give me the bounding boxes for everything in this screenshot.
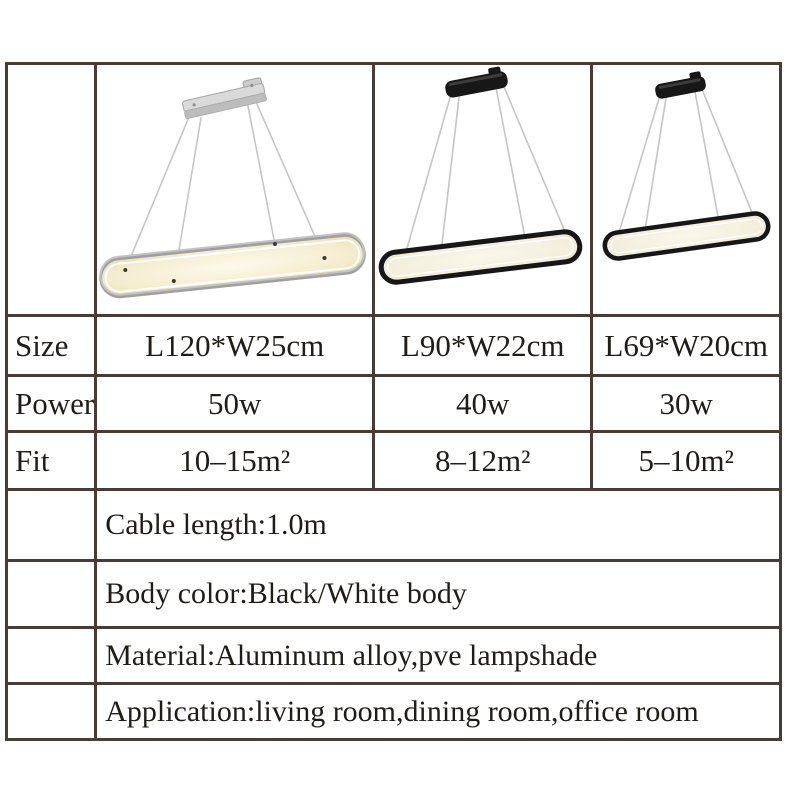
spec-value-fit-1: 10–15m² [94,430,376,491]
pendant-lamp-image-black-l90 [378,66,583,285]
ceiling-canopy [655,71,707,99]
pendant-lamp-image-white-l120 [99,77,367,299]
detail-cable-length: Cable length:1.0m [94,488,783,562]
ceiling-canopy [445,66,509,98]
spec-label-size: Size [4,314,98,377]
detail-material: Material:Aluminum alloy,pve lampshade [94,626,783,685]
spec-value-size-2: L90*W22cm [372,314,594,377]
spec-row-power: Power 50w 40w 30w [4,374,783,433]
oval-ring-light [378,229,583,285]
detail-empty-cell [4,488,98,562]
image-row-empty-cell [4,62,98,317]
spec-row-fit: Fit 10–15m² 8–12m² 5–10m² [4,430,783,491]
spec-label-power: Power [4,374,98,433]
cable-anchors [123,242,327,283]
detail-row-application: Application:living room,dining room,offi… [4,682,783,741]
product-spec-table: Size L120*W25cm L90*W22cm L69*W20cm Powe… [4,62,783,741]
oval-ring-light [99,232,367,299]
spec-row-size: Size L120*W25cm L90*W22cm L69*W20cm [4,314,783,377]
detail-application: Application:living room,dining room,offi… [94,682,783,741]
spec-value-power-3: 30w [590,374,783,433]
detail-empty-cell [4,626,98,685]
detail-row-cable-length: Cable length:1.0m [4,488,783,562]
detail-row-body-color: Body color:Black/White body [4,559,783,629]
detail-row-material: Material:Aluminum alloy,pve lampshade [4,626,783,685]
spec-value-fit-2: 8–12m² [372,430,594,491]
spec-value-power-1: 50w [94,374,376,433]
product-image-row [4,62,783,317]
spec-value-power-2: 40w [372,374,594,433]
spec-label-fit: Fit [4,430,98,491]
suspension-cables [613,83,758,249]
product-image-cell-1 [94,62,376,317]
spec-value-size-1: L120*W25cm [94,314,376,377]
pendant-lamp-image-black-l69 [602,71,771,261]
detail-empty-cell [4,682,98,741]
spec-value-size-3: L69*W20cm [590,314,783,377]
ceiling-canopy [182,77,268,119]
product-image-cell-2 [372,62,594,317]
suspension-cables [400,80,569,269]
oval-ring-light [602,211,771,261]
spec-value-fit-3: 5–10m² [590,430,783,491]
product-image-cell-3 [590,62,783,317]
detail-body-color: Body color:Black/White body [94,559,783,629]
detail-empty-cell [4,559,98,629]
